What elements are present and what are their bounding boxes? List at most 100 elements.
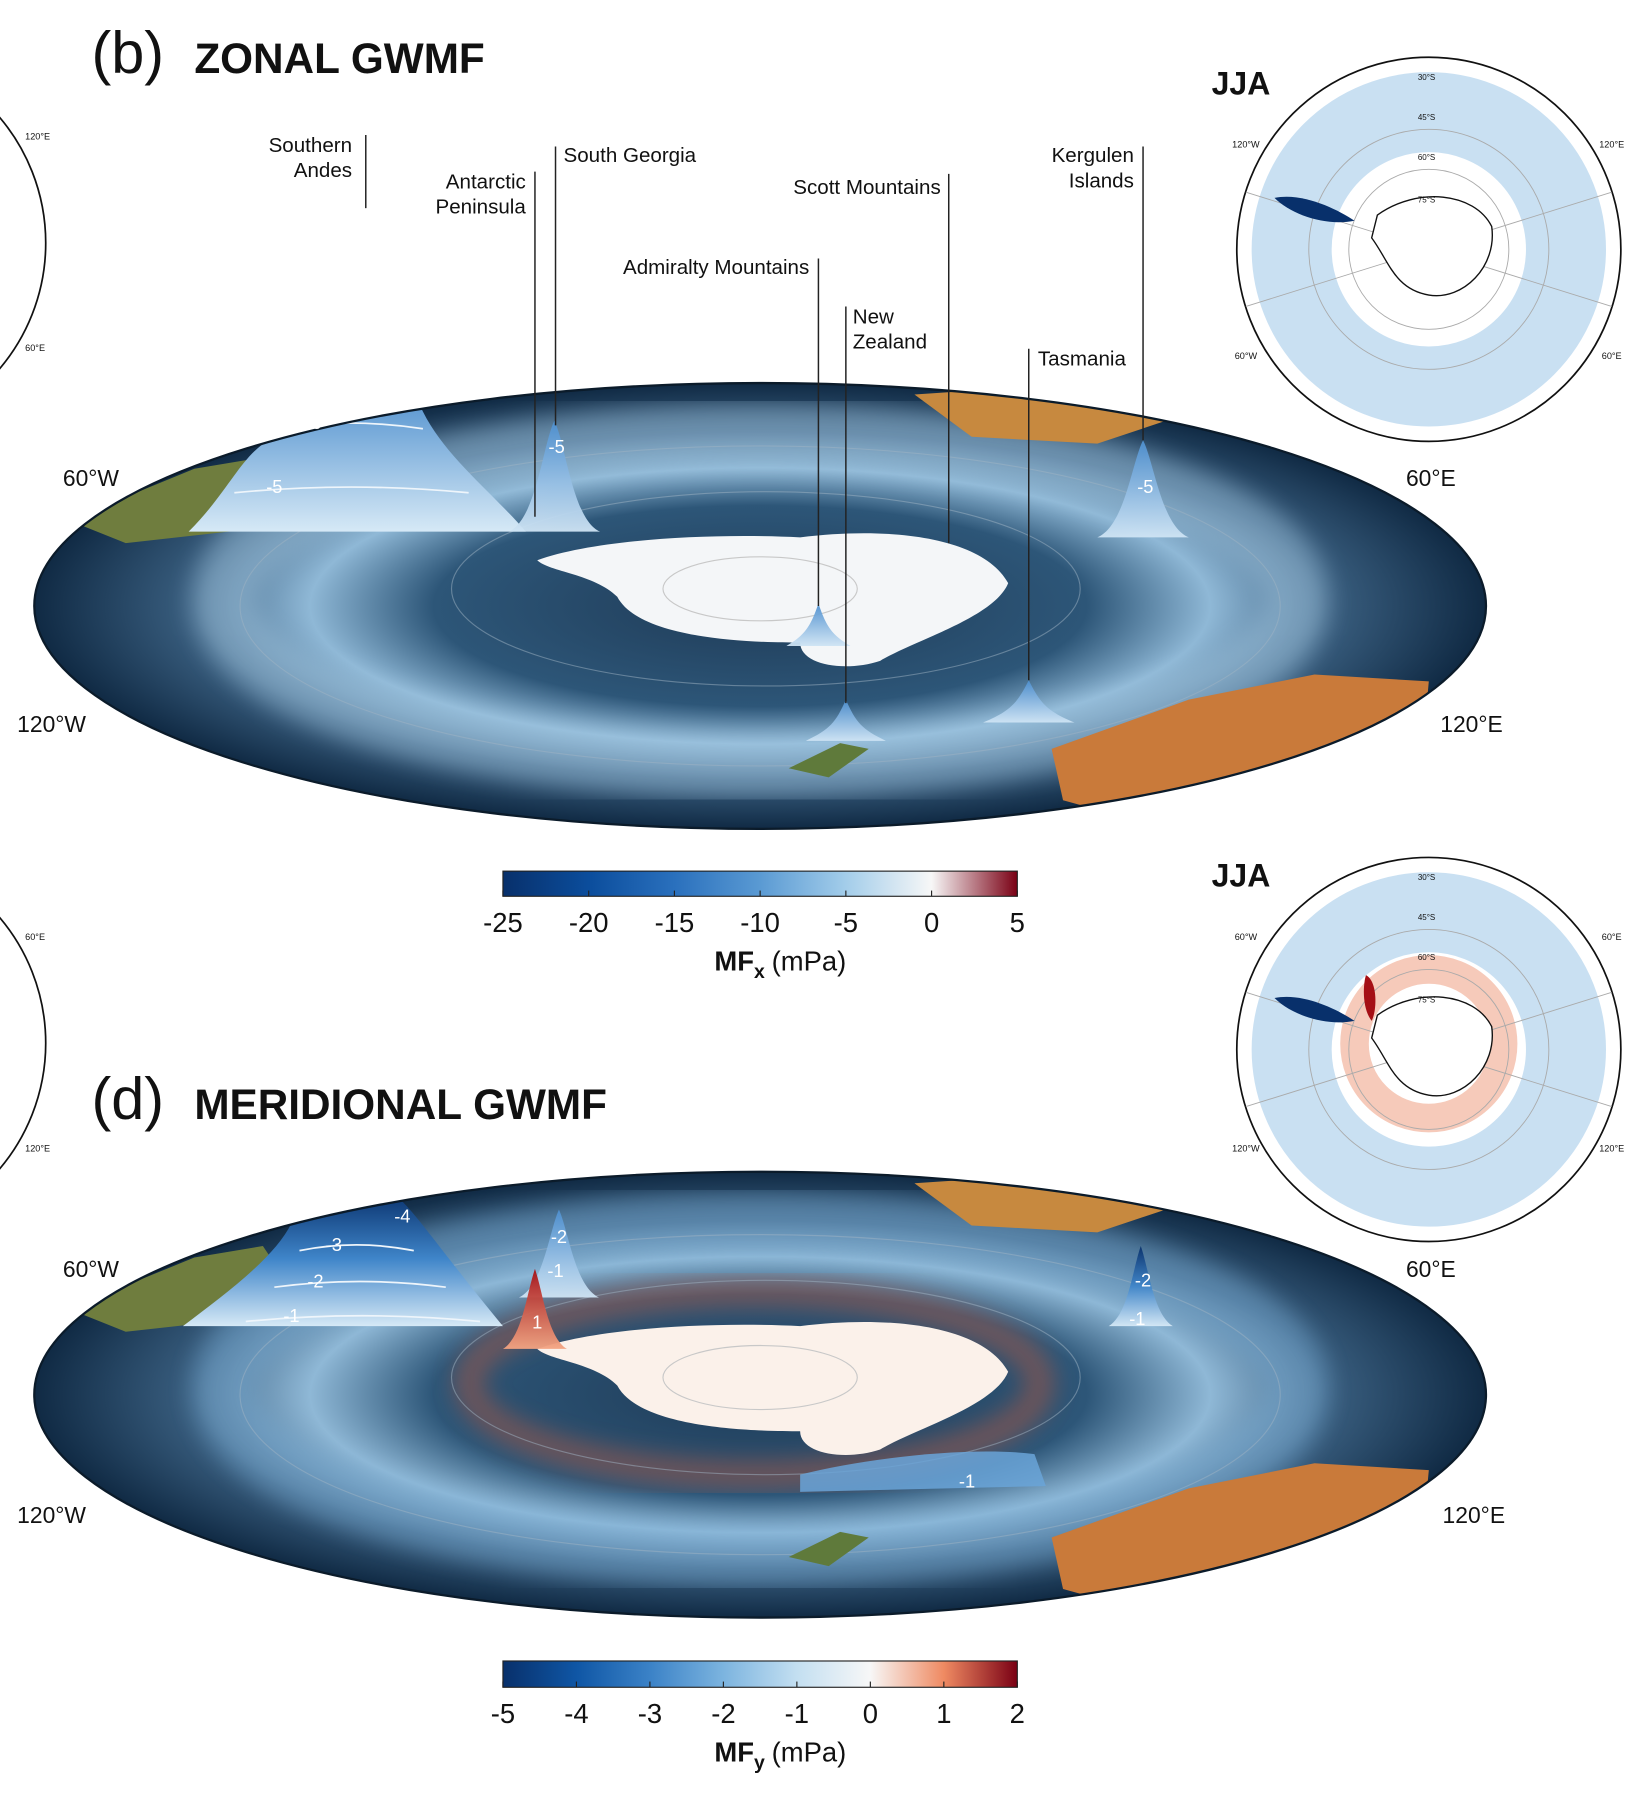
contour-label: -2	[551, 1226, 567, 1247]
colorbar-label-main: MF	[714, 1737, 754, 1768]
contour-label: -15	[307, 342, 333, 363]
pole-circle	[662, 1344, 858, 1411]
pole-circle	[662, 556, 858, 622]
peak	[805, 699, 886, 741]
contour-label: -4	[394, 1205, 410, 1226]
inset-grid-circle	[1308, 128, 1550, 370]
map-body	[34, 383, 1486, 829]
colorbar-tick-label: 0	[863, 1698, 878, 1729]
panel-label: (d)	[91, 1065, 164, 1132]
panel-label: (b)	[91, 19, 164, 86]
peak	[502, 1268, 567, 1349]
inset-title: JJA	[1212, 65, 1271, 101]
inset-blue-ring	[1251, 72, 1606, 427]
clipped-inset-label: 60°E	[25, 932, 45, 942]
colorbar-tick-label: -25	[483, 907, 523, 938]
inset-hotspot	[1274, 996, 1355, 1023]
contour-label: -1	[283, 1305, 299, 1326]
colorbar-label-sub: y	[754, 1752, 765, 1774]
panel-title: ZONAL GWMF	[194, 35, 484, 82]
colorbar-tick-label: 0	[924, 907, 939, 938]
colorbar-tick-label: 2	[1010, 1698, 1025, 1729]
annotation: Peninsula	[435, 196, 526, 219]
map	[33, 381, 1488, 830]
annotation: Southern	[269, 134, 352, 157]
colorbar-tick-label: 5	[1010, 907, 1025, 938]
inset-title: JJA	[1212, 857, 1271, 893]
peak	[983, 680, 1075, 723]
inset-lat-label: 60°S	[1418, 153, 1435, 162]
peak	[1097, 440, 1189, 538]
peak	[1108, 1246, 1173, 1327]
map	[33, 1170, 1488, 1619]
inset-lon-label: 120°W	[1232, 1143, 1260, 1153]
inset-lon-label: 120°E	[1599, 1143, 1624, 1153]
colorbar-tick-label: -5	[491, 1698, 515, 1729]
colorbar-label-unit: (mPa)	[772, 946, 847, 977]
annotation: Andes	[294, 159, 352, 182]
inset-red-spot	[1363, 975, 1376, 1021]
annotation: Islands	[1069, 169, 1134, 192]
peak	[786, 603, 851, 646]
grid-circle	[239, 1234, 1281, 1556]
map-edge	[33, 381, 1488, 830]
lon-label: 120°W	[17, 1502, 86, 1528]
colorbar-label-unit: (mPa)	[772, 1737, 847, 1768]
peak	[518, 1209, 599, 1298]
andes-peak	[182, 1191, 503, 1327]
colorbar-tick-label: -10	[740, 907, 780, 938]
contour-label: -5	[1137, 476, 1153, 497]
inset-grid-circle	[1348, 968, 1510, 1130]
andes-peak	[188, 383, 526, 532]
inset-blue-ring	[1251, 872, 1606, 1227]
contour-line	[299, 1244, 414, 1252]
colorbar-tick-label: 1	[936, 1698, 951, 1729]
colorbar-tick-label: -4	[564, 1698, 588, 1729]
inset-lon-label: 60°W	[1235, 932, 1258, 942]
inset-grid-circle	[1348, 168, 1510, 330]
map-edge	[33, 1170, 1488, 1619]
new-zealand	[788, 743, 869, 778]
contour-line	[274, 1280, 446, 1289]
contour-label: -1	[959, 1471, 975, 1492]
annotation: Kergulen	[1052, 144, 1134, 167]
lon-label: 60°E	[1406, 465, 1456, 491]
clipped-inset	[0, 116, 47, 370]
inset-antarctica	[1370, 196, 1493, 297]
annotation: Zealand	[853, 330, 927, 353]
inset-hotspot	[1274, 196, 1355, 223]
clipped-inset	[0, 916, 47, 1170]
lon-label: 60°W	[63, 1256, 120, 1282]
contour-line	[245, 1314, 481, 1323]
inset-lat-label: 30°S	[1418, 73, 1435, 82]
lon-label: 60°E	[1406, 1256, 1456, 1282]
colorbar-label: MFx (mPa)	[714, 946, 846, 983]
colorbar-tick-label: -15	[655, 907, 695, 938]
contour-label: -5	[549, 436, 565, 457]
colorbar-tick-label: -1	[785, 1698, 809, 1729]
contour-label: -5	[266, 476, 282, 497]
colorbar-tick-label: -3	[638, 1698, 662, 1729]
annotation: Admiralty Mountains	[623, 256, 809, 279]
peak	[508, 420, 601, 532]
colorbar-tick-label: -5	[834, 907, 858, 938]
colorbar-label-main: MF	[714, 946, 754, 977]
antarctica	[537, 533, 1009, 667]
annotation: Antarctic	[446, 170, 526, 193]
colorbar-label-sub: x	[754, 961, 765, 983]
inset-lat-label: 75°S	[1418, 995, 1435, 1004]
antarctica	[537, 1321, 1009, 1455]
contour-label: -2	[1135, 1269, 1151, 1290]
clipped-inset-label: 120°E	[25, 1143, 50, 1153]
grid-circle	[450, 1279, 1081, 1476]
inset-lon-label: 120°W	[1232, 140, 1260, 150]
contour-label: -3	[326, 1234, 342, 1255]
inset-lat-label: 60°S	[1418, 953, 1435, 962]
annotation: South Georgia	[564, 144, 697, 167]
inset-antarctica	[1370, 996, 1493, 1097]
annotation: Scott Mountains	[793, 176, 940, 199]
inset-lat-label: 30°S	[1418, 873, 1435, 882]
annotation: Tasmania	[1038, 348, 1127, 371]
inset-lat-label: 45°S	[1418, 913, 1435, 922]
